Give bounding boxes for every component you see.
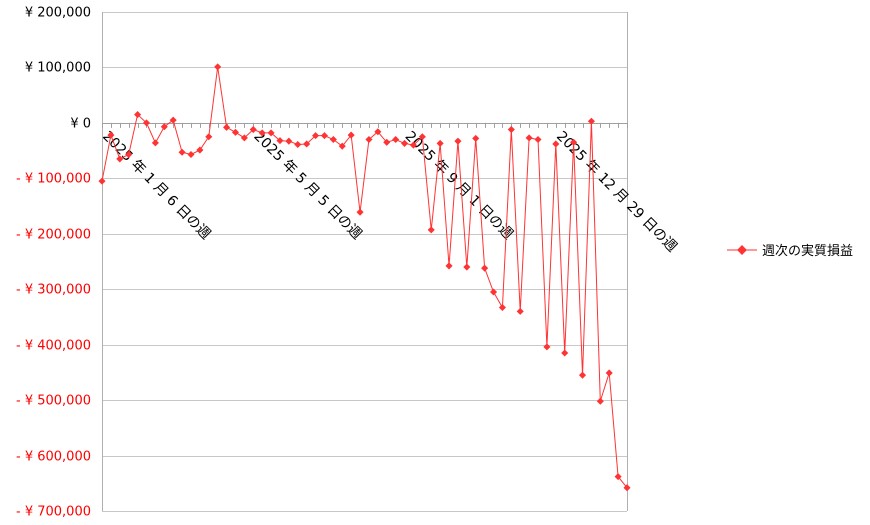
- data-point: [436, 139, 444, 147]
- data-point: [312, 132, 320, 140]
- x-tick-labels: 2025 年 1 月 6 日の週 2025 年 5 月 5 日の週 2025 年 9…: [99, 128, 680, 255]
- data-point: [178, 148, 186, 156]
- data-point: [507, 126, 515, 134]
- data-point: [498, 303, 506, 312]
- data-point: [463, 263, 471, 271]
- data-point: [249, 126, 257, 134]
- data-point: [223, 123, 231, 131]
- data-point: [116, 155, 124, 163]
- data-point: [160, 123, 168, 131]
- data-point: [552, 140, 560, 148]
- data-point: [294, 140, 302, 149]
- x-tick-label: 2025 年 9 月 1 日の週: [402, 128, 516, 242]
- legend-label: 週次の実質損益: [762, 243, 853, 259]
- data-point: [231, 128, 240, 136]
- data-point: [418, 133, 426, 141]
- data-point: [383, 138, 391, 146]
- axes: [102, 12, 628, 511]
- series-line: [98, 63, 631, 492]
- data-point: [489, 288, 498, 296]
- data-point: [125, 150, 133, 159]
- x-tick-label: 2025 年 1 月 6 日の週: [99, 128, 213, 242]
- data-point: [561, 349, 569, 357]
- y-tick-label: ¥ 0: [70, 117, 91, 132]
- gridlines: [102, 12, 627, 512]
- y-tick-label: - ¥ 100,000: [16, 172, 91, 187]
- y-tick-label: - ¥ 700,000: [16, 505, 91, 520]
- x-tick-label: 2025 年 12 月 29 日の週: [553, 128, 680, 255]
- data-point: [570, 138, 578, 146]
- data-point: [320, 132, 328, 140]
- data-point: [169, 116, 177, 124]
- data-point: [329, 135, 337, 144]
- data-point: [427, 226, 435, 234]
- data-point: [285, 137, 293, 145]
- data-point: [276, 137, 284, 145]
- y-tick-label: - ¥ 300,000: [16, 283, 91, 298]
- legend-marker-swatch: [737, 245, 747, 255]
- data-point: [516, 307, 524, 315]
- data-point: [454, 137, 462, 145]
- data-point: [623, 484, 631, 492]
- y-tick-labels: ¥ 200,000 ¥ 100,000 ¥ 0 - ¥ 100,000 - ¥ 200,…: [16, 6, 91, 520]
- data-point: [409, 141, 417, 149]
- data-point: [445, 262, 453, 270]
- data-point: [107, 131, 115, 139]
- data-point: [534, 135, 542, 144]
- y-tick-label: - ¥ 600,000: [16, 450, 91, 465]
- data-point: [356, 208, 364, 216]
- data-point: [543, 343, 551, 351]
- data-point: [614, 473, 622, 481]
- y-tick-label: - ¥ 500,000: [16, 394, 91, 409]
- data-point: [187, 150, 195, 159]
- data-point: [401, 139, 409, 147]
- data-point: [98, 177, 106, 185]
- data-point: [587, 117, 595, 125]
- data-point: [578, 371, 587, 379]
- y-tick-label: ¥ 200,000: [25, 6, 91, 21]
- data-point: [596, 397, 604, 405]
- data-point: [338, 142, 346, 150]
- data-point: [481, 264, 489, 272]
- legend: 週次の実質損益: [727, 243, 853, 259]
- data-point: [347, 131, 355, 139]
- y-tick-label: ¥ 100,000: [25, 61, 91, 76]
- y-tick-label: - ¥ 200,000: [16, 228, 91, 243]
- data-point: [196, 146, 204, 154]
- data-point: [205, 133, 213, 141]
- data-point: [214, 63, 222, 71]
- data-point: [605, 369, 613, 377]
- y-tick-label: - ¥ 400,000: [16, 339, 91, 354]
- data-point: [392, 135, 400, 144]
- series-polyline: [101, 66, 628, 489]
- data-point: [151, 139, 159, 147]
- data-point: [472, 134, 480, 142]
- data-point: [142, 119, 151, 127]
- data-point: [303, 140, 311, 148]
- data-point: [525, 134, 533, 142]
- data-point: [365, 135, 373, 144]
- data-point: [134, 111, 142, 119]
- data-point: [374, 128, 382, 136]
- data-point: [240, 134, 248, 142]
